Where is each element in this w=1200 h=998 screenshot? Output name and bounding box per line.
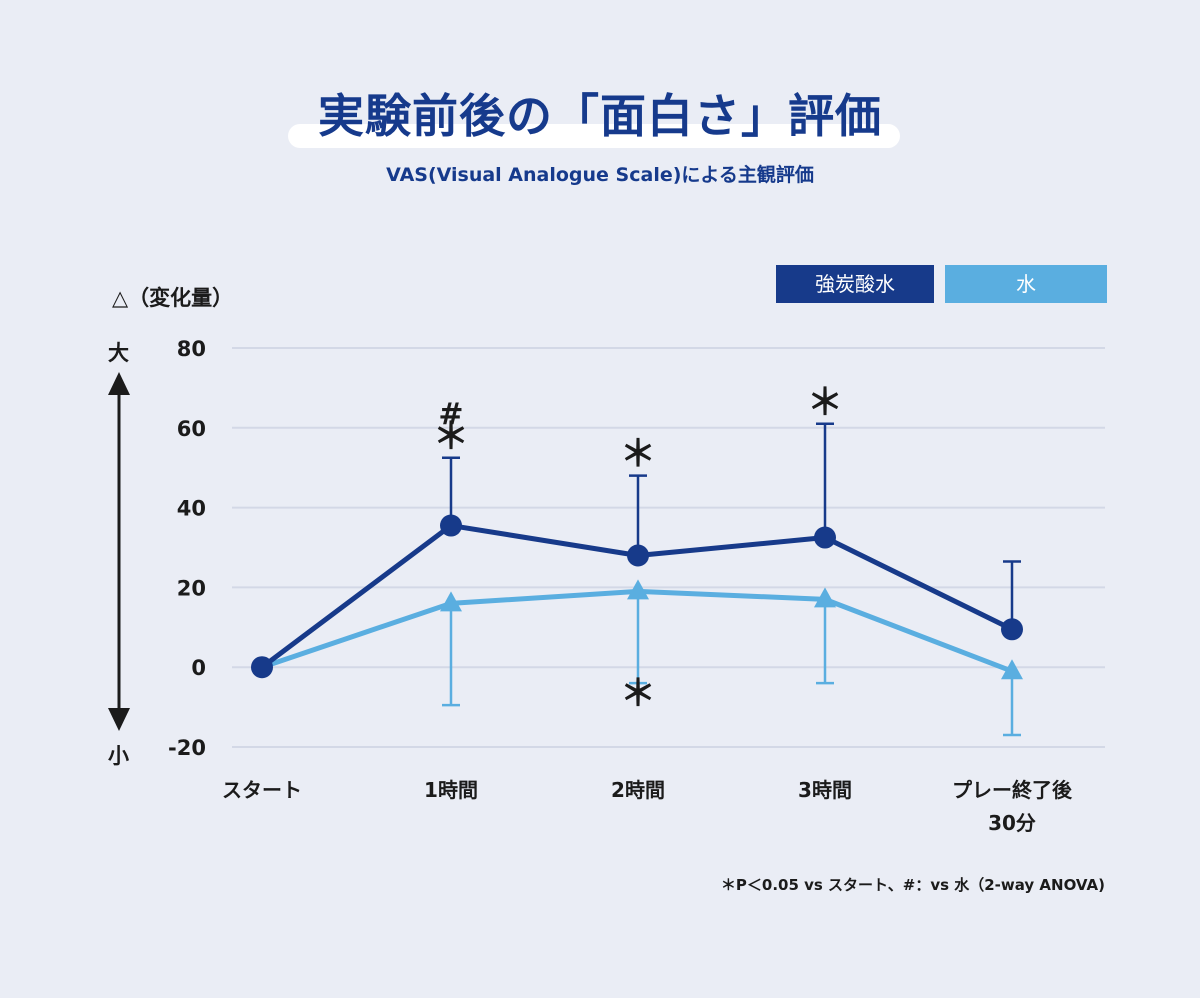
legend-item-water: 水	[945, 265, 1107, 303]
x-tick-label: スタート	[222, 778, 302, 802]
significance-marker: ＊	[807, 382, 843, 423]
y-tick-label: 80	[177, 337, 206, 361]
significance-marker: ＊	[620, 673, 656, 714]
x-tick-label: プレー終了後 30分	[952, 778, 1073, 835]
error-bars	[442, 422, 1021, 737]
arrow-down-icon	[108, 708, 130, 731]
y-tick-label: 20	[177, 576, 206, 600]
y-tick-label: 60	[177, 417, 206, 441]
data-point-water	[814, 587, 836, 608]
data-point-soda	[440, 514, 462, 537]
y-tick-labels: 80 60 40 20 0 -20	[168, 337, 206, 760]
x-tick-labels: スタート 1時間 2時間 3時間 プレー終了後 30分	[222, 778, 1073, 835]
y-axis-indicator: △（変化量） 大 小	[108, 286, 233, 768]
y-tick-label: -20	[168, 736, 206, 760]
data-point-soda	[1001, 618, 1023, 641]
data-point-soda	[251, 656, 273, 679]
legend-item-soda: 強炭酸水	[776, 265, 934, 303]
title-underline	[288, 124, 900, 148]
significance-marker: #	[438, 397, 463, 432]
significance-marker: ＊	[620, 434, 656, 475]
data-point-water	[1001, 659, 1023, 680]
footnote: ＊P＜0.05 vs スタート、#：vs 水（2-way ANOVA)	[720, 876, 1105, 894]
x-tick-label: 2時間	[611, 778, 665, 802]
y-tick-label: 40	[177, 497, 206, 521]
x-tick-label: 3時間	[798, 778, 852, 802]
y-tick-label: 0	[191, 656, 206, 680]
significance-marker: ＊	[433, 416, 469, 457]
data-point-soda	[814, 526, 836, 549]
series-markers	[251, 514, 1023, 680]
x-tick-label: 1時間	[424, 778, 478, 802]
data-point-water	[627, 579, 649, 600]
data-point-water	[440, 591, 462, 612]
chart-title: 実験前後の「面白さ」評価	[318, 89, 882, 143]
grid-lines	[232, 347, 1105, 748]
y-axis-top-label: 大	[108, 341, 129, 365]
chart-subtitle: VAS(Visual Analogue Scale)による主観評価	[386, 164, 814, 186]
significance-annotations: #＊ ＊＊＊	[433, 382, 843, 714]
y-axis-bottom-label: 小	[108, 744, 129, 768]
arrow-up-icon	[108, 372, 130, 395]
y-axis-unit-label: △（変化量）	[112, 286, 233, 310]
data-point-soda	[627, 544, 649, 567]
